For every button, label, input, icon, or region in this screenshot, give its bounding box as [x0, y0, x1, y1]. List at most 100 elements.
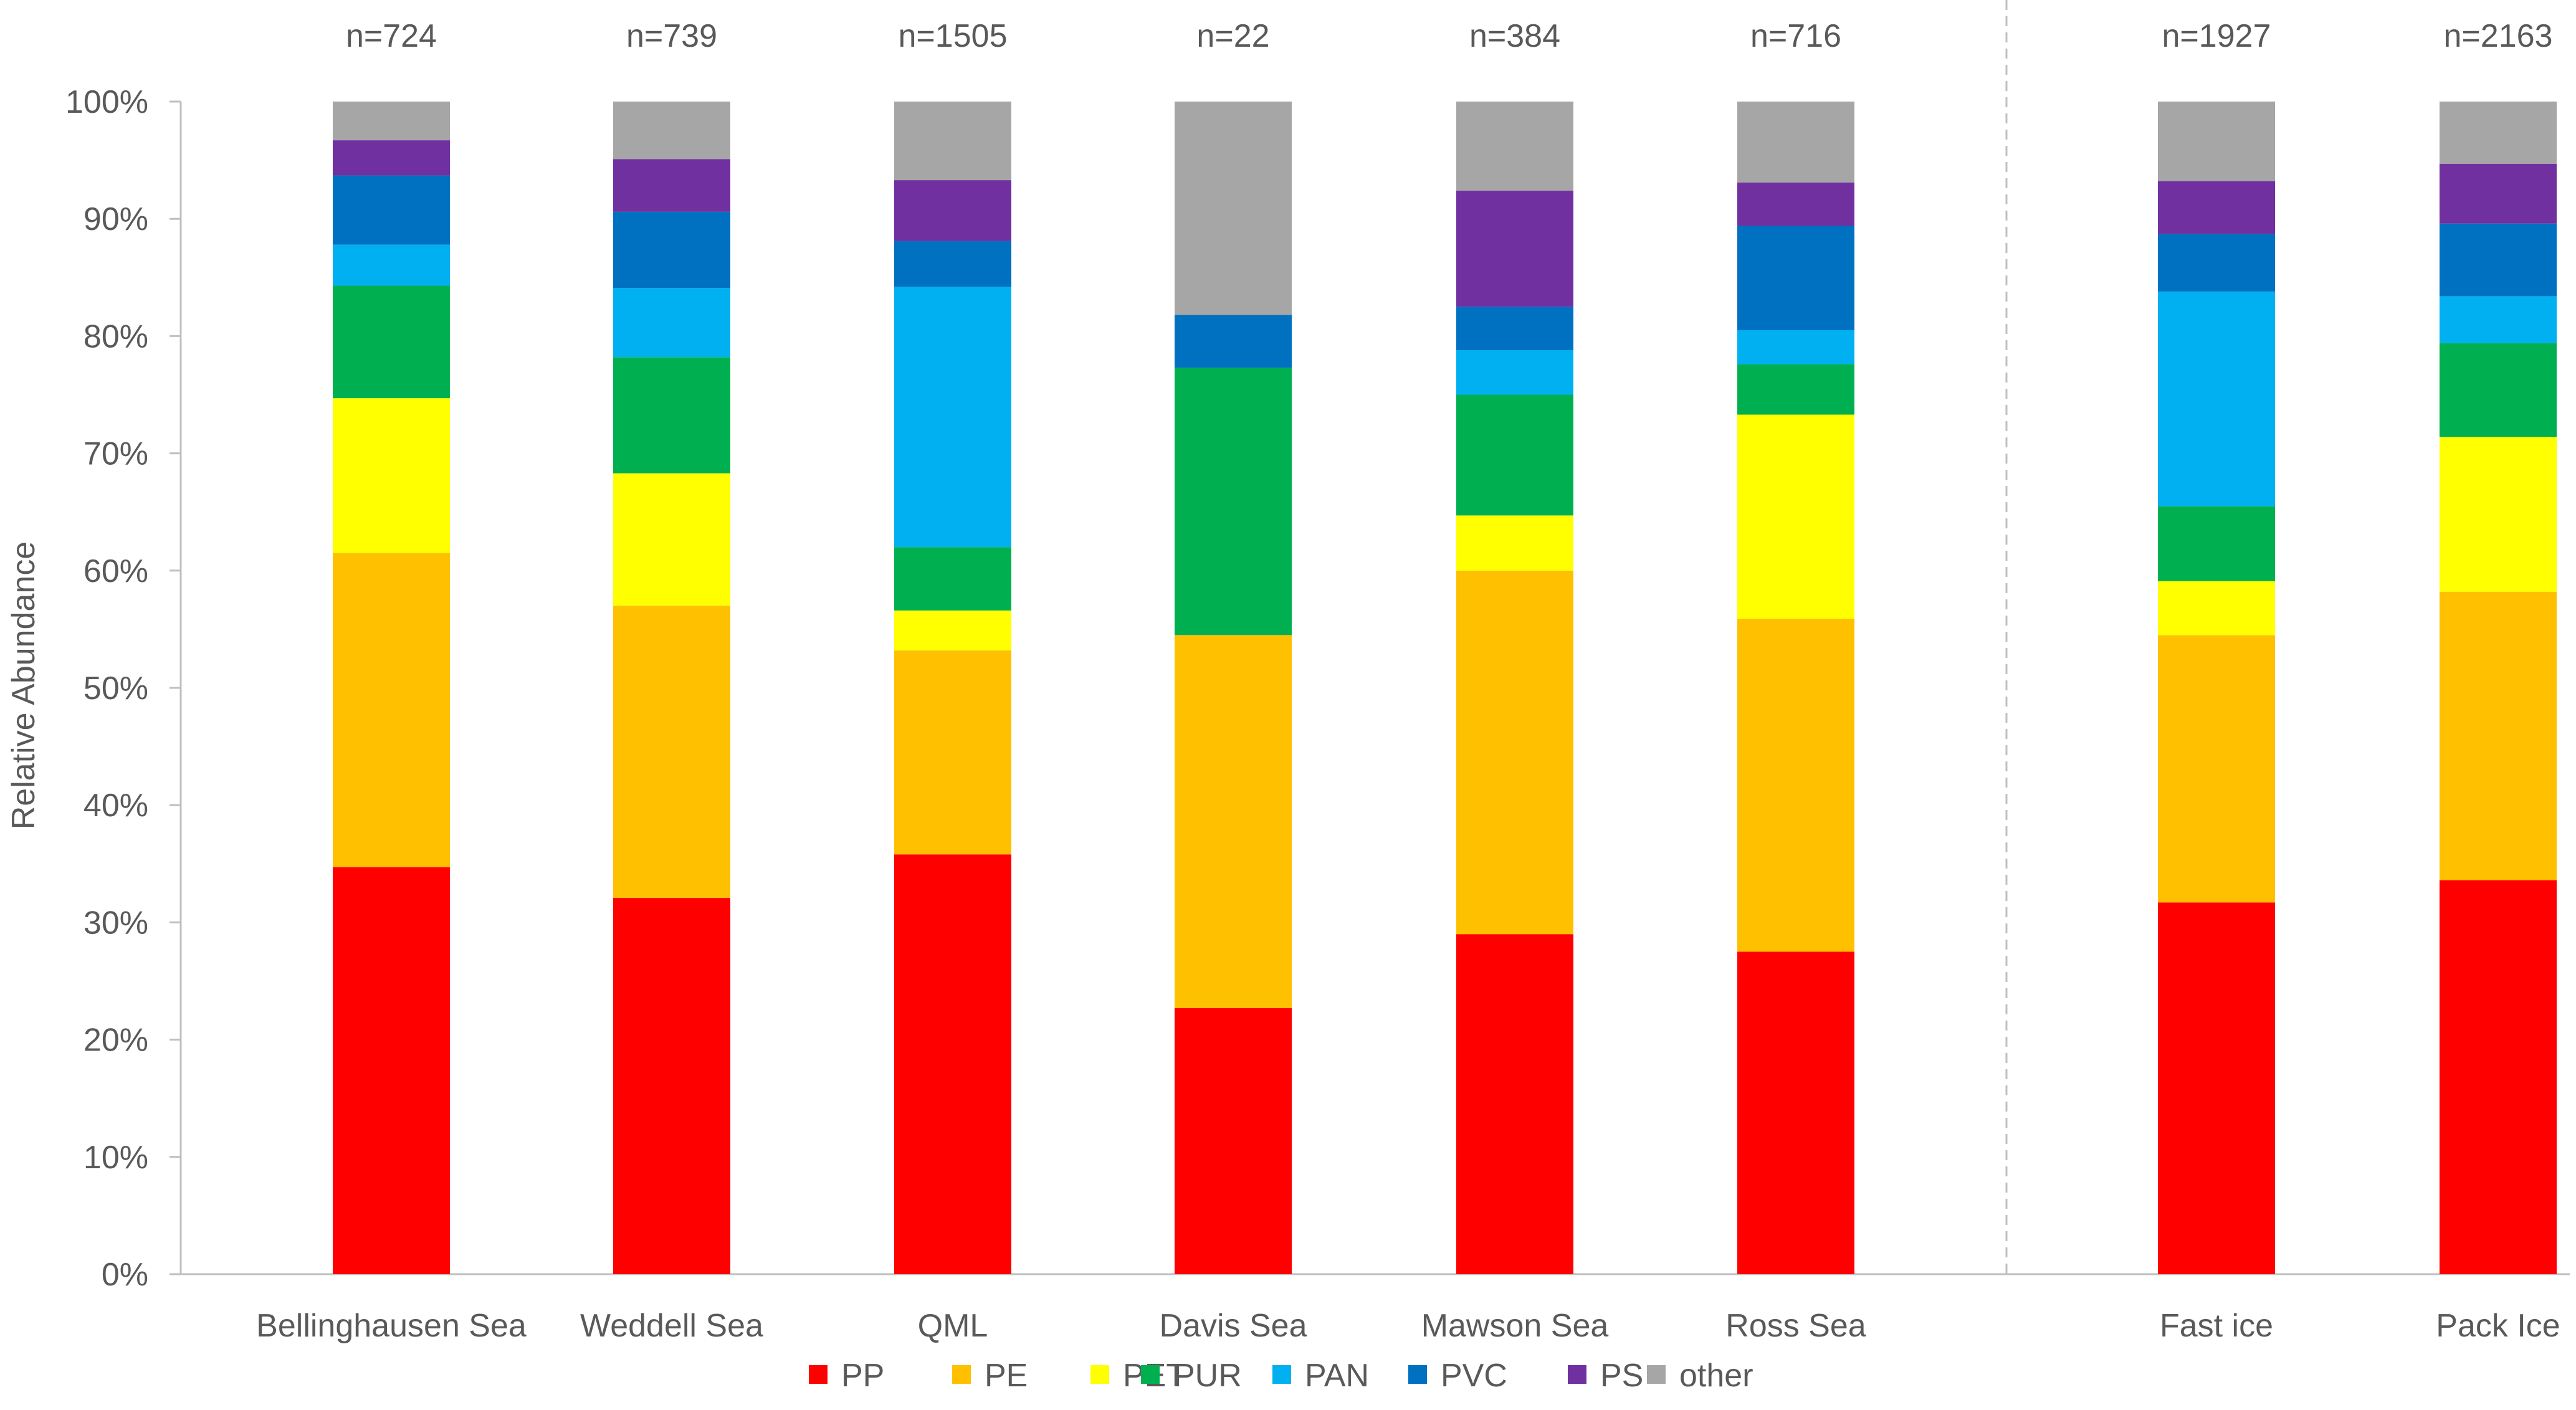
- sample-size-label: n=716: [1750, 18, 1841, 54]
- legend-swatch-pur: [1141, 1365, 1160, 1384]
- legend-swatch-pp: [809, 1365, 828, 1384]
- bar-segment-pe: [613, 606, 730, 898]
- x-tick-label: Fast ice: [2160, 1308, 2273, 1344]
- bar-segment-pur: [333, 285, 450, 399]
- bar-segment-pet: [2440, 437, 2557, 592]
- bar-segment-other: [2158, 102, 2275, 181]
- y-tick-label: 40%: [83, 788, 148, 824]
- bar-segment-ps: [2158, 181, 2275, 234]
- bar-segment-pp: [2440, 880, 2557, 1274]
- bar-segment-pvc: [333, 175, 450, 245]
- legend-label-pan: PAN: [1305, 1358, 1369, 1394]
- x-tick-label: Mawson Sea: [1421, 1308, 1609, 1344]
- bar-segment-pp: [1175, 1007, 1292, 1274]
- legend-swatch-pvc: [1408, 1365, 1427, 1384]
- y-tick-label: 10%: [83, 1140, 148, 1176]
- bar-segment-pan: [1456, 350, 1573, 395]
- bar-segment-pp: [1737, 951, 1854, 1274]
- bar-segment-pvc: [2158, 234, 2275, 292]
- bar-segment-pe: [1456, 570, 1573, 935]
- x-tick-label: Bellinghausen Sea: [256, 1308, 527, 1344]
- bar-segment-pet: [613, 473, 730, 606]
- legend-swatch-ps: [1568, 1365, 1586, 1384]
- sample-size-label: n=22: [1196, 18, 1269, 54]
- bar-segment-pur: [613, 357, 730, 474]
- bar-segment-pe: [2158, 635, 2275, 903]
- bar-segment-pur: [1456, 394, 1573, 516]
- bar-segment-pan: [1737, 330, 1854, 364]
- bar-segment-pet: [1456, 515, 1573, 571]
- bar-segment-pp: [1456, 934, 1573, 1274]
- bar-segment-other: [1456, 102, 1573, 191]
- legend-swatch-pe: [952, 1365, 971, 1384]
- bar-segment-pan: [613, 288, 730, 358]
- bar-segment-pvc: [1737, 226, 1854, 330]
- bar-segment-pvc: [613, 211, 730, 288]
- x-tick-label: Weddell Sea: [580, 1308, 763, 1344]
- bar-segment-pe: [1175, 635, 1292, 1008]
- bar-segment-pe: [333, 553, 450, 867]
- bar-segment-pp: [894, 854, 1011, 1274]
- bar-segment-pp: [613, 897, 730, 1274]
- y-tick-label: 20%: [83, 1022, 148, 1059]
- legend-label-pvc: PVC: [1441, 1358, 1507, 1394]
- legend-swatch-pan: [1272, 1365, 1291, 1384]
- bar-segment-pur: [2440, 343, 2557, 437]
- bar-segment-ps: [1456, 191, 1573, 307]
- bar-segment-pet: [2158, 581, 2275, 636]
- bar-segment-pur: [1737, 364, 1854, 415]
- y-tick-label: 100%: [65, 84, 148, 120]
- bar-segment-pp: [333, 867, 450, 1274]
- y-tick-label: 90%: [83, 201, 148, 237]
- bar-segment-pan: [2158, 291, 2275, 507]
- y-tick-label: 60%: [83, 553, 148, 589]
- sample-size-label: n=724: [346, 18, 437, 54]
- bar-segment-pur: [2158, 506, 2275, 581]
- bar-segment-pur: [894, 547, 1011, 611]
- bar-segment-pet: [1737, 414, 1854, 619]
- legend-swatch-pet: [1090, 1365, 1109, 1384]
- bar-segment-ps: [333, 140, 450, 176]
- y-tick-label: 70%: [83, 436, 148, 472]
- sample-size-label: n=739: [626, 18, 717, 54]
- x-tick-label: Pack Ice: [2436, 1308, 2560, 1344]
- bar-segment-ps: [613, 159, 730, 212]
- bar-segment-pan: [333, 244, 450, 286]
- bar-segment-other: [894, 102, 1011, 181]
- sample-size-label: n=1927: [2162, 18, 2271, 54]
- bar-segment-pe: [894, 650, 1011, 855]
- legend-label-pur: PUR: [1173, 1358, 1242, 1394]
- bar-segment-pet: [333, 398, 450, 553]
- bar-segment-ps: [2440, 163, 2557, 224]
- bar-segment-other: [1175, 102, 1292, 315]
- legend: PPPEPETPURPANPVCPSother: [809, 1358, 1753, 1394]
- bar-segment-pet: [894, 610, 1011, 650]
- bar-segment-pe: [2440, 591, 2557, 880]
- bar-segment-pvc: [1456, 307, 1573, 350]
- y-tick-label: 50%: [83, 670, 148, 707]
- bar-segment-pan: [894, 287, 1011, 548]
- y-tick-label: 0%: [102, 1257, 148, 1293]
- y-tick-label: 30%: [83, 905, 148, 941]
- bar-segment-pan: [2440, 296, 2557, 343]
- legend-swatch-other: [1647, 1365, 1666, 1384]
- bar-segment-pur: [1175, 368, 1292, 636]
- sample-size-label: n=1505: [899, 18, 1008, 54]
- bar-segment-other: [1737, 102, 1854, 183]
- bar-segment-pe: [1737, 618, 1854, 952]
- bar-segment-other: [613, 102, 730, 160]
- legend-label-pp: PP: [841, 1358, 884, 1394]
- bar-segment-other: [2440, 102, 2557, 164]
- bar-segment-pp: [2158, 902, 2275, 1274]
- plot-area: 0% 10% 20% 30% 40% 50% 60% 70% 80% 90% 100% Belling…: [65, 0, 2570, 1344]
- bar-segment-pvc: [2440, 223, 2557, 297]
- y-axis-title: Relative Abundance: [6, 541, 42, 830]
- legend-label-ps: PS: [1600, 1358, 1643, 1394]
- sample-size-label: n=2163: [2444, 18, 2553, 54]
- bar-segment-ps: [894, 180, 1011, 241]
- legend-label-other: other: [1679, 1358, 1753, 1394]
- x-tick-label: Davis Sea: [1160, 1308, 1307, 1344]
- x-tick-label: QML: [918, 1308, 988, 1344]
- bar-segment-pvc: [1175, 315, 1292, 368]
